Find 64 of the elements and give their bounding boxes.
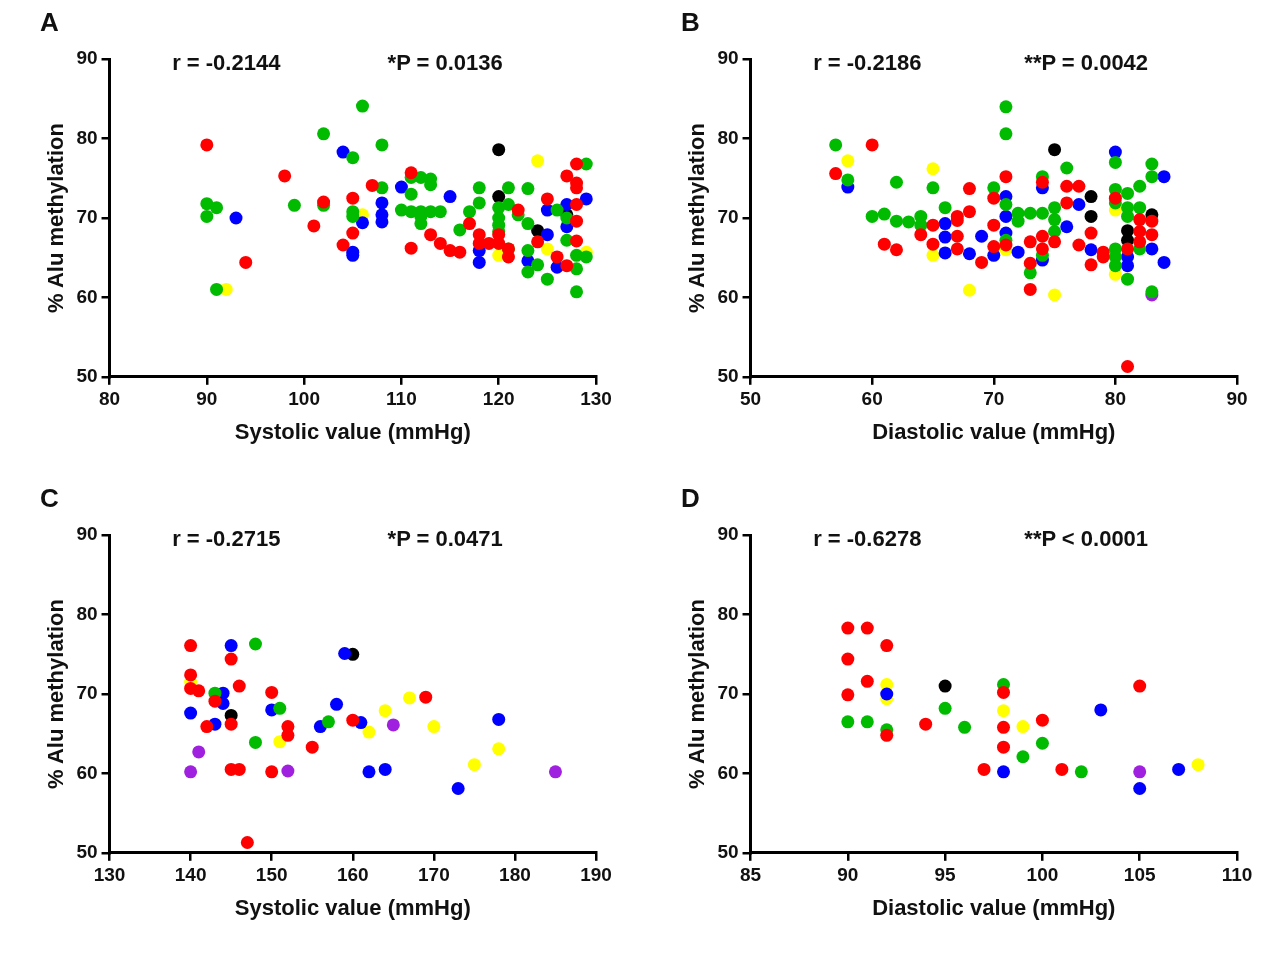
y-tick-label: 80 [76, 126, 98, 148]
y-tick-label: 70 [717, 206, 739, 228]
y-tick-label: 80 [717, 126, 739, 148]
x-tick-label: 80 [98, 388, 121, 410]
x-tick-label: 180 [499, 864, 531, 886]
x-tick-label: 110 [1221, 864, 1253, 886]
annotation: *P = 0.0136 [387, 50, 503, 76]
y-tick-label: 80 [76, 602, 98, 624]
x-tick-label: 95 [934, 864, 957, 886]
y-tick-label: 90 [76, 47, 98, 69]
y-tick-label: 90 [717, 523, 739, 545]
y-tick-label: 70 [76, 206, 98, 228]
x-tick-label: 100 [1026, 864, 1059, 886]
chart-title: A [40, 6, 59, 37]
annotation: r = -0.2715 [172, 526, 281, 552]
x-tick-label: 90 [1226, 388, 1248, 410]
x-axis-title: Systolic value (mmHg) [234, 894, 471, 920]
annotation: r = -0.2186 [813, 50, 922, 76]
annotation: *P = 0.0471 [387, 526, 503, 552]
y-axis-title: % Alu methylation [43, 599, 69, 789]
chart-title: B [681, 6, 700, 37]
y-tick-label: 50 [76, 841, 98, 863]
annotation: **P < 0.0001 [1024, 526, 1149, 552]
x-tick-label: 190 [580, 864, 612, 886]
x-tick-label: 90 [837, 864, 859, 886]
y-tick-label: 60 [76, 285, 98, 307]
x-axis-title: Diastolic value (mmHg) [872, 418, 1116, 444]
y-tick-label: 90 [76, 523, 98, 545]
x-tick-label: 80 [1104, 388, 1126, 410]
y-tick-label: 50 [76, 365, 98, 387]
y-tick-label: 70 [76, 682, 98, 704]
x-axis-title: Systolic value (mmHg) [234, 418, 471, 444]
x-tick-label: 130 [93, 864, 126, 886]
x-tick-label: 105 [1123, 864, 1156, 886]
x-tick-label: 120 [482, 388, 515, 410]
x-tick-label: 130 [580, 388, 612, 410]
x-tick-label: 70 [983, 388, 1005, 410]
x-tick-label: 100 [288, 388, 320, 410]
y-tick-label: 80 [717, 602, 739, 624]
annotation: r = -0.6278 [813, 526, 922, 552]
chart-title: C [40, 482, 59, 513]
y-tick-label: 60 [76, 761, 98, 783]
x-tick-label: 50 [739, 388, 762, 410]
y-tick-label: 50 [717, 841, 739, 863]
x-tick-label: 85 [739, 864, 762, 886]
x-tick-label: 160 [336, 864, 369, 886]
x-tick-label: 170 [417, 864, 450, 886]
x-axis-title: Diastolic value (mmHg) [872, 894, 1116, 920]
x-tick-label: 150 [255, 864, 288, 886]
x-tick-label: 60 [861, 388, 883, 410]
annotation: **P = 0.0042 [1024, 50, 1149, 76]
y-axis-title: % Alu methylation [684, 123, 710, 313]
chart-title: D [681, 482, 700, 513]
y-tick-label: 60 [717, 761, 739, 783]
x-tick-label: 140 [174, 864, 207, 886]
annotation: r = -0.2144 [172, 50, 282, 76]
y-axis-title: % Alu methylation [684, 599, 710, 789]
y-tick-label: 70 [717, 682, 739, 704]
x-tick-label: 110 [386, 388, 417, 410]
y-tick-label: 50 [717, 365, 739, 387]
y-tick-label: 60 [717, 285, 739, 307]
y-tick-label: 90 [717, 47, 739, 69]
x-tick-label: 90 [196, 388, 218, 410]
y-axis-title: % Alu methylation [43, 123, 69, 313]
